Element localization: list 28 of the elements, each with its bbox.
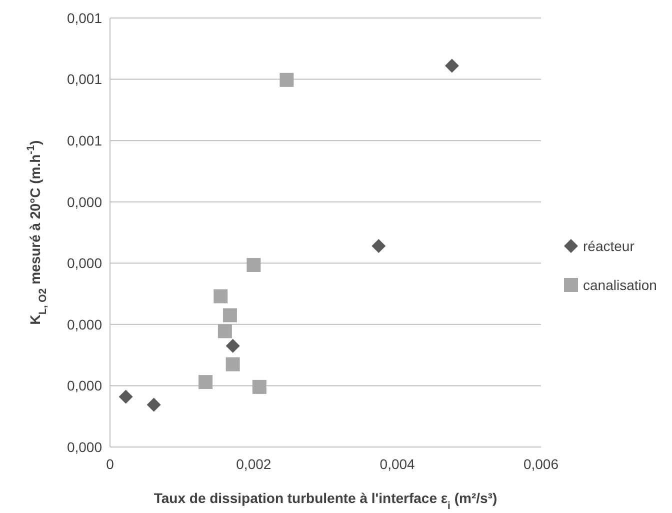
x-axis-title: Taux de dissipation turbulente à l'interface ε$_{i}$ (m²/s³) <box>154 490 498 512</box>
x-tick-label: 0,002 <box>236 456 272 472</box>
x-tick-label: 0 <box>106 456 114 472</box>
y-tick-label: 0,000 <box>66 194 102 210</box>
x-tick-label: 0,004 <box>380 456 416 472</box>
point <box>218 324 232 338</box>
point <box>118 390 133 404</box>
point <box>226 338 240 353</box>
legend-label: canalisation <box>583 276 657 293</box>
point <box>146 398 161 412</box>
y-tick-label: 0,001 <box>66 132 102 148</box>
point <box>222 308 237 322</box>
point <box>280 72 294 87</box>
x-tick-label: 0,006 <box>523 456 559 472</box>
point <box>198 375 213 390</box>
y-tick-label: 0,001 <box>66 71 102 88</box>
point <box>214 289 228 304</box>
point <box>372 238 386 253</box>
legend-label: réacteur <box>583 238 635 254</box>
point <box>246 258 261 272</box>
y-tick-label: 0,000 <box>66 378 102 394</box>
point <box>226 357 240 372</box>
y-tick-label: 0,001 <box>66 10 102 26</box>
y-tick-label: 0,000 <box>66 438 102 455</box>
point <box>444 58 459 73</box>
y-tick-label: 0,000 <box>66 316 102 332</box>
y-tick-label: 0,000 <box>66 255 102 272</box>
point <box>252 380 266 394</box>
